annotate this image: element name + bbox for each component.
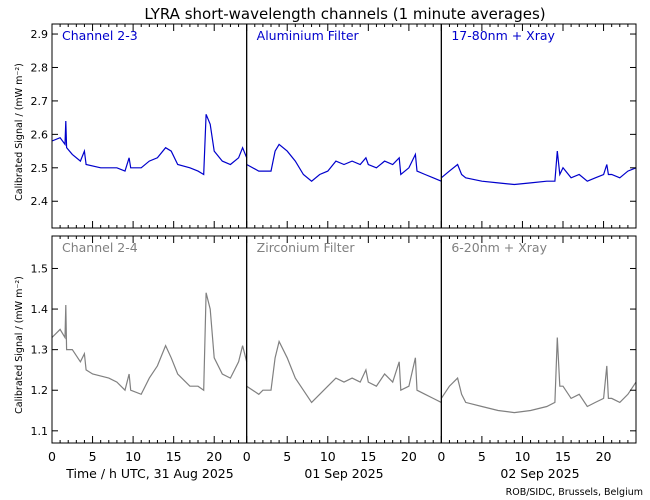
panel-label-1-2: 6-20nm + Xray (451, 240, 547, 255)
series-line-1-2 (440, 337, 637, 414)
y-tick-label-0-3: 2.7 (31, 95, 49, 108)
series-line-0-1 (246, 143, 442, 182)
x-tick-label-0-1: 5 (89, 449, 97, 464)
series-line-1-1 (246, 339, 442, 404)
y-tick-label-0-2: 2.6 (31, 128, 49, 141)
panel-label-0-2: 17-80nm + Xray (451, 28, 555, 43)
y-axis-label-bottom: Calibrated Signal / (mW m⁻²) (14, 276, 25, 414)
x-tick-label-0-3: 15 (166, 449, 182, 464)
credit-text: ROB/SIDC, Brussels, Belgium (506, 487, 643, 498)
y-tick-label-0-0: 2.4 (31, 195, 49, 208)
x-tick-label-0-4: 20 (206, 449, 222, 464)
x-tick-label-0-0: 0 (48, 449, 56, 464)
x-axis-label-day1: Time / h UTC, 31 Aug 2025 (65, 466, 233, 481)
y-tick-label-1-1: 1.2 (31, 384, 49, 397)
x-tick-label-2-4: 20 (596, 449, 612, 464)
y-tick-label-0-5: 2.9 (31, 28, 49, 41)
panel-frame-0 (51, 23, 637, 229)
y-tick-label-0-1: 2.5 (31, 162, 49, 175)
series-line-0-0 (51, 114, 248, 176)
y-axis-label-top: Calibrated Signal / (mW m⁻²) (14, 63, 25, 201)
panel-label-0-1: Aluminium Filter (257, 28, 360, 43)
x-tick-label-2-3: 15 (555, 449, 571, 464)
plot-layer: Channel 2-3 Aluminium Filter 17-80nm + Xra… (31, 23, 637, 464)
x-tick-label-1-0: 0 (243, 449, 251, 464)
x-axis-label-day3: 02 Sep 2025 (500, 466, 579, 481)
series-line-1-0 (51, 292, 248, 396)
panel-label-1-1: Zirconium Filter (257, 240, 356, 255)
panel-label-1-0: Channel 2-4 (62, 240, 138, 255)
x-axis-label-day2: 01 Sep 2025 (304, 466, 383, 481)
x-tick-label-1-3: 15 (360, 449, 376, 464)
y-tick-label-1-0: 1.1 (31, 425, 49, 438)
x-tick-label-2-1: 5 (478, 449, 486, 464)
series-line-0-2 (440, 151, 637, 186)
x-tick-label-0-2: 10 (125, 449, 141, 464)
y-tick-label-1-4: 1.5 (31, 262, 49, 275)
x-tick-label-2-0: 0 (437, 449, 445, 464)
x-tick-label-1-4: 20 (401, 449, 417, 464)
y-tick-label-0-4: 2.8 (31, 61, 49, 74)
x-tick-label-2-2: 10 (514, 449, 530, 464)
y-tick-label-1-2: 1.3 (31, 344, 49, 357)
x-tick-label-1-2: 10 (320, 449, 336, 464)
x-tick-label-1-1: 5 (283, 449, 291, 464)
y-tick-label-1-3: 1.4 (31, 303, 49, 316)
panel-label-0-0: Channel 2-3 (62, 28, 138, 43)
panel-frame-1 (51, 235, 637, 444)
chart-title: LYRA short-wavelength channels (1 minute… (144, 5, 545, 23)
